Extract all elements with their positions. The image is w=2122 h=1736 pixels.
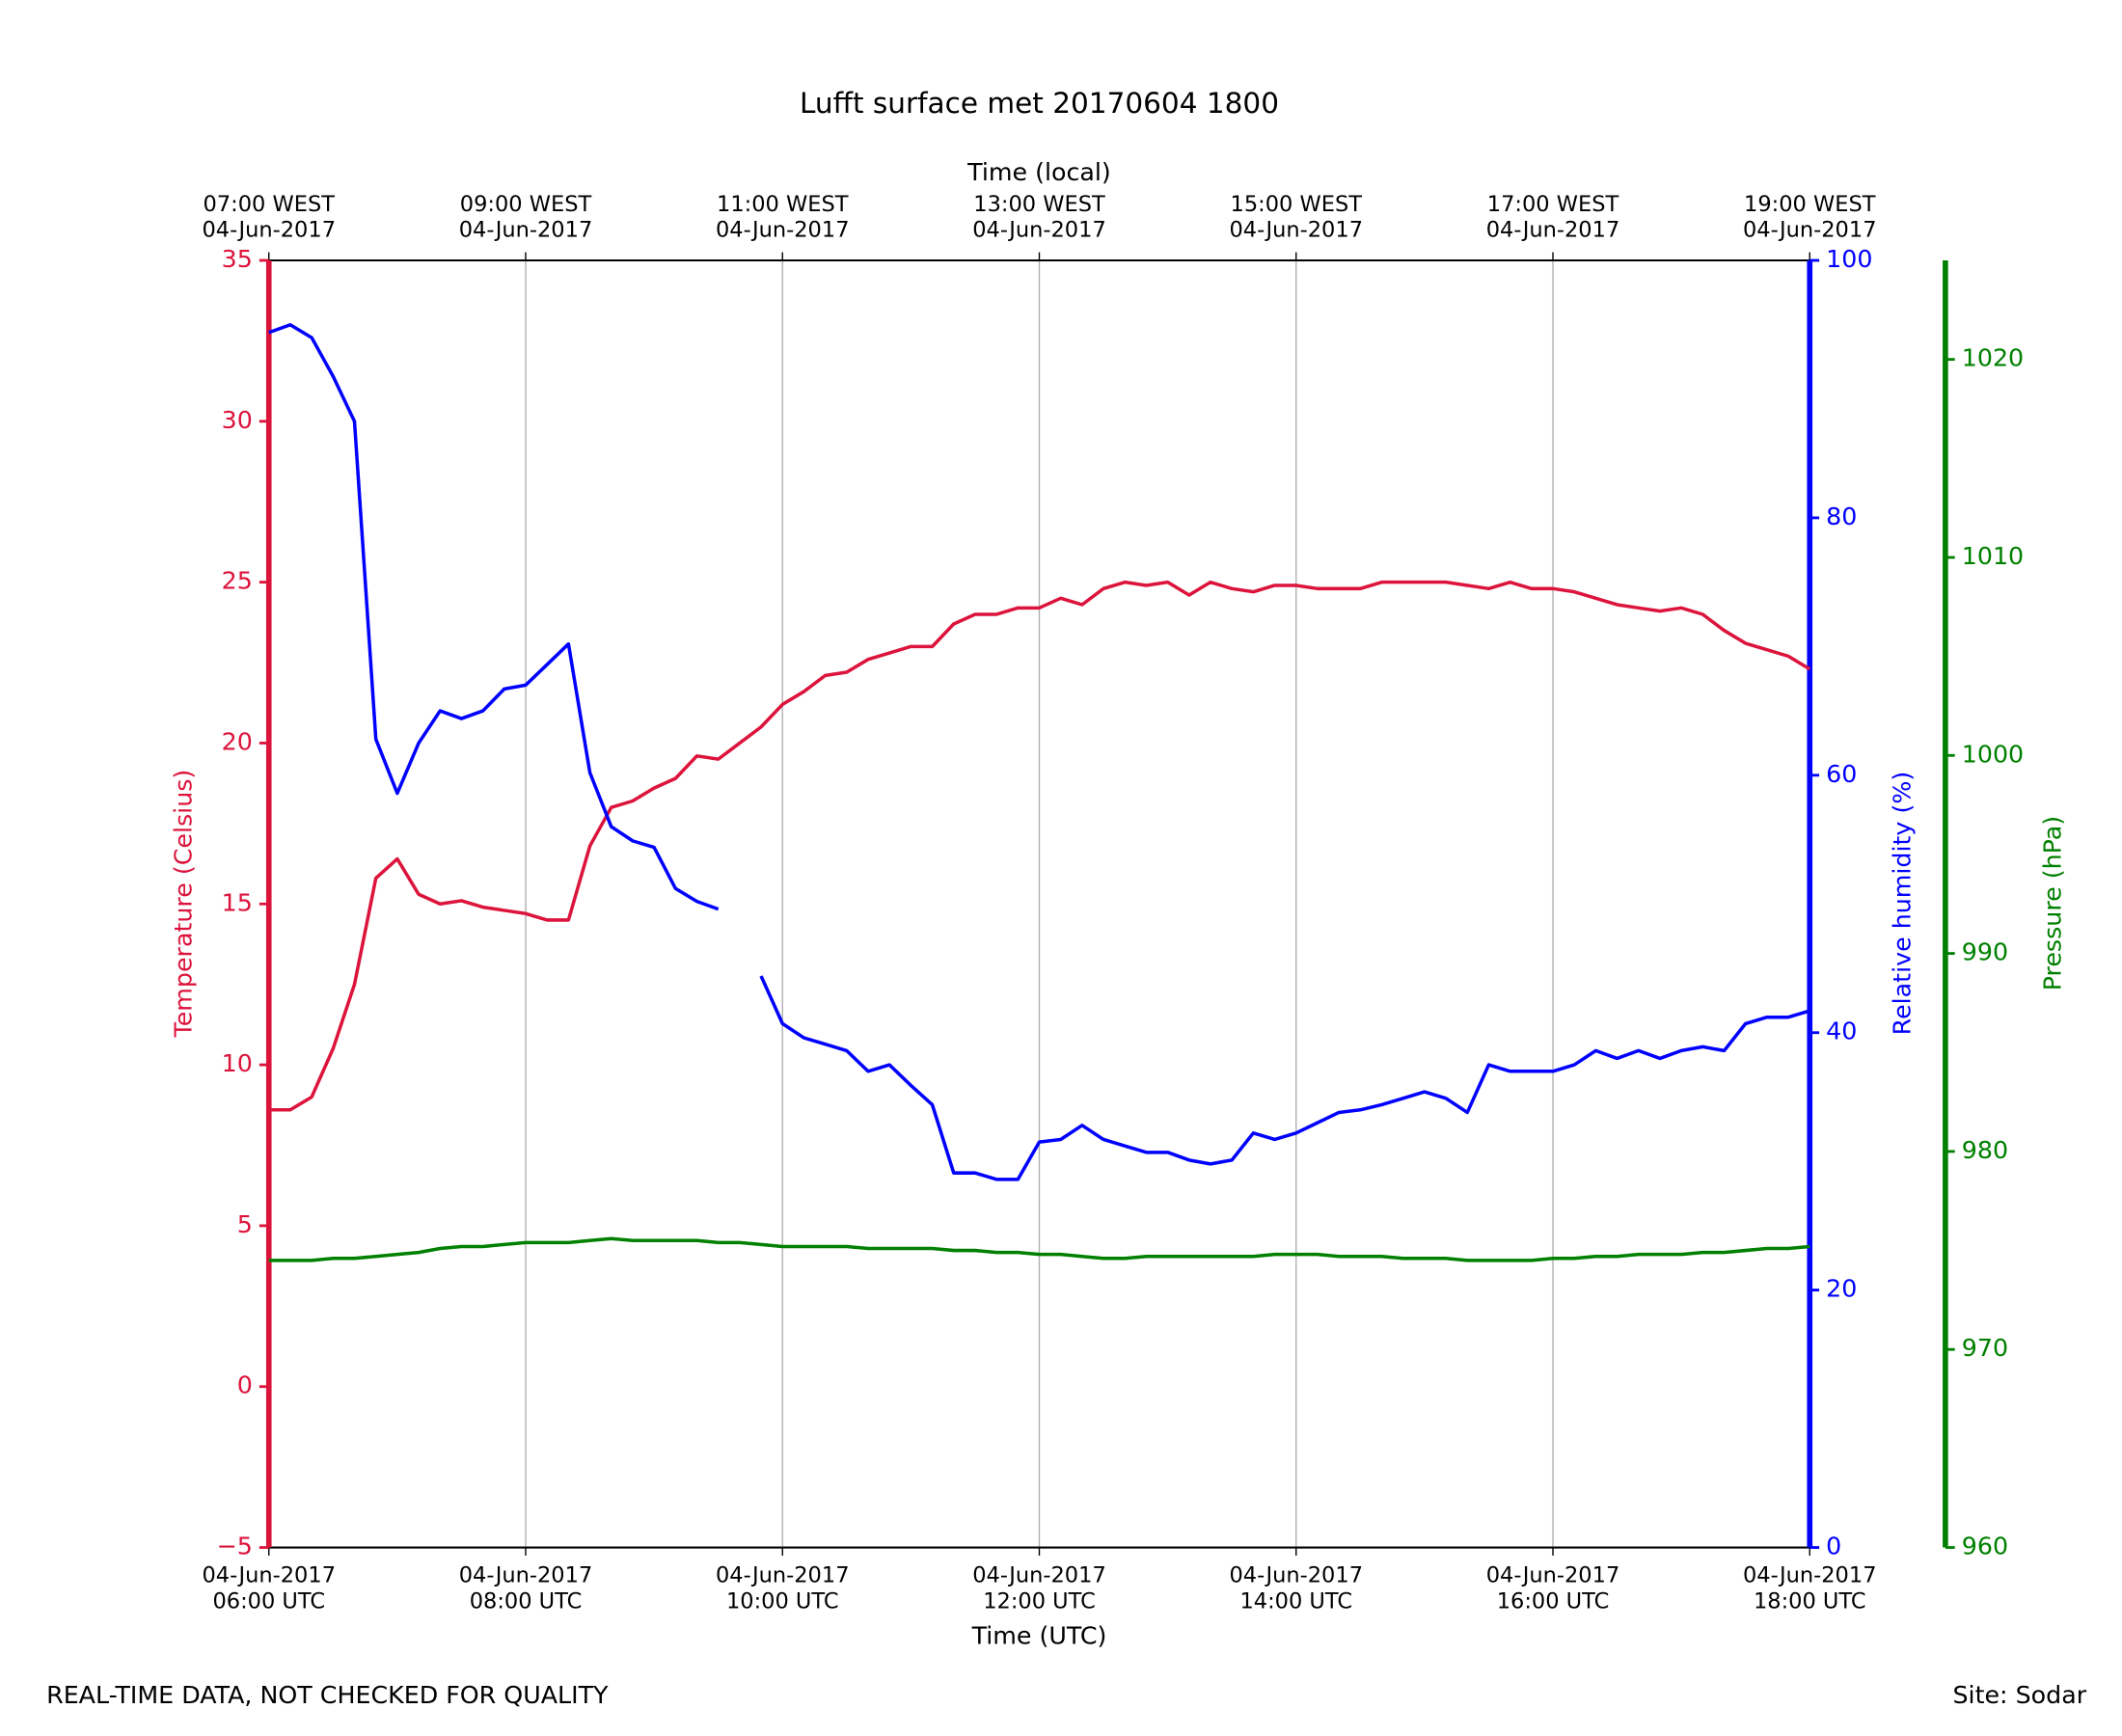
- x-tick-label: 10:00 UTC: [726, 1588, 839, 1614]
- yticks-label: 20: [222, 727, 253, 755]
- x2-tick-label: 19:00 WEST: [1744, 192, 1876, 217]
- x-tick-label: 14:00 UTC: [1239, 1588, 1352, 1614]
- yticks-label: −5: [217, 1533, 253, 1560]
- series-line: [268, 1236, 1810, 1262]
- x2-tick-label: 04-Jun-2017: [972, 218, 1106, 243]
- x-tick-label: 18:00 UTC: [1754, 1588, 1866, 1614]
- x-tick-label: 04-Jun-2017: [716, 1563, 850, 1588]
- yticks-label: 30: [222, 406, 253, 434]
- x2-tick-label: 17:00 WEST: [1487, 192, 1619, 217]
- footer-site: Site: Sodar: [1952, 1681, 2086, 1709]
- x-tick-label: 04-Jun-2017: [972, 1563, 1106, 1588]
- y2ticks-label: 100: [1826, 245, 1872, 273]
- x2-tick-label: 04-Jun-2017: [202, 218, 336, 243]
- y2ticks-label: 80: [1826, 502, 1857, 530]
- y3-axis-label: Pressure (hPa): [2038, 816, 2066, 990]
- x2-tick-label: 04-Jun-2017: [1743, 218, 1877, 243]
- x-tick-label: 16:00 UTC: [1497, 1588, 1610, 1614]
- y3ticks-label: 1000: [1962, 740, 2024, 768]
- y3ticks-label: 980: [1962, 1136, 2008, 1164]
- y-axis-label: Temperature (Celsius): [170, 770, 198, 1039]
- chart-title: Lufft surface met 20170604 1800: [800, 87, 1279, 120]
- y3ticks-label: 970: [1962, 1334, 2008, 1362]
- x2-tick-label: 09:00 WEST: [460, 192, 592, 217]
- x-axis-label: Time (UTC): [971, 1621, 1107, 1649]
- x2-tick-label: 04-Jun-2017: [459, 218, 593, 243]
- y2ticks-label: 60: [1826, 760, 1857, 788]
- x2-tick-label: 04-Jun-2017: [1229, 218, 1363, 243]
- x-tick-label: 04-Jun-2017: [459, 1563, 593, 1588]
- x2-tick-label: 04-Jun-2017: [1486, 218, 1620, 243]
- x2-axis-label: Time (local): [966, 158, 1111, 186]
- y3ticks-label: 990: [1962, 938, 2008, 966]
- y3ticks-label: 960: [1962, 1533, 2008, 1560]
- yticks-label: 15: [222, 888, 253, 916]
- x-tick-label: 08:00 UTC: [470, 1588, 583, 1614]
- x-tick-label: 06:00 UTC: [212, 1588, 325, 1614]
- y2ticks-label: 0: [1826, 1533, 1841, 1560]
- y2-axis-label: Relative humidity (%): [1888, 772, 1916, 1036]
- x2-tick-label: 11:00 WEST: [717, 192, 849, 217]
- footer-note: REAL-TIME DATA, NOT CHECKED FOR QUALITY: [46, 1681, 609, 1709]
- x-tick-label: 04-Jun-2017: [1743, 1563, 1877, 1588]
- y2ticks-label: 40: [1826, 1017, 1857, 1045]
- yticks-label: 25: [222, 567, 253, 595]
- series-line: [268, 580, 1811, 1112]
- yticks-label: 35: [222, 245, 253, 273]
- x-tick-label: 04-Jun-2017: [1486, 1563, 1620, 1588]
- y2ticks-label: 20: [1826, 1275, 1857, 1303]
- x2-tick-label: 13:00 WEST: [973, 192, 1105, 217]
- y3ticks-label: 1010: [1962, 542, 2024, 570]
- x-tick-label: 04-Jun-2017: [1229, 1563, 1363, 1588]
- x2-tick-label: 15:00 WEST: [1231, 192, 1363, 217]
- x-tick-label: 04-Jun-2017: [202, 1563, 336, 1588]
- y3ticks-label: 1020: [1962, 344, 2024, 372]
- yticks-label: 10: [222, 1049, 253, 1077]
- yticks-label: 0: [237, 1371, 253, 1399]
- yticks-label: 5: [237, 1210, 253, 1238]
- background: [3, 0, 2119, 1736]
- x2-tick-label: 07:00 WEST: [204, 192, 336, 217]
- x2-tick-label: 04-Jun-2017: [716, 218, 850, 243]
- series-line: [268, 322, 1810, 1181]
- x-tick-label: 12:00 UTC: [983, 1588, 1096, 1614]
